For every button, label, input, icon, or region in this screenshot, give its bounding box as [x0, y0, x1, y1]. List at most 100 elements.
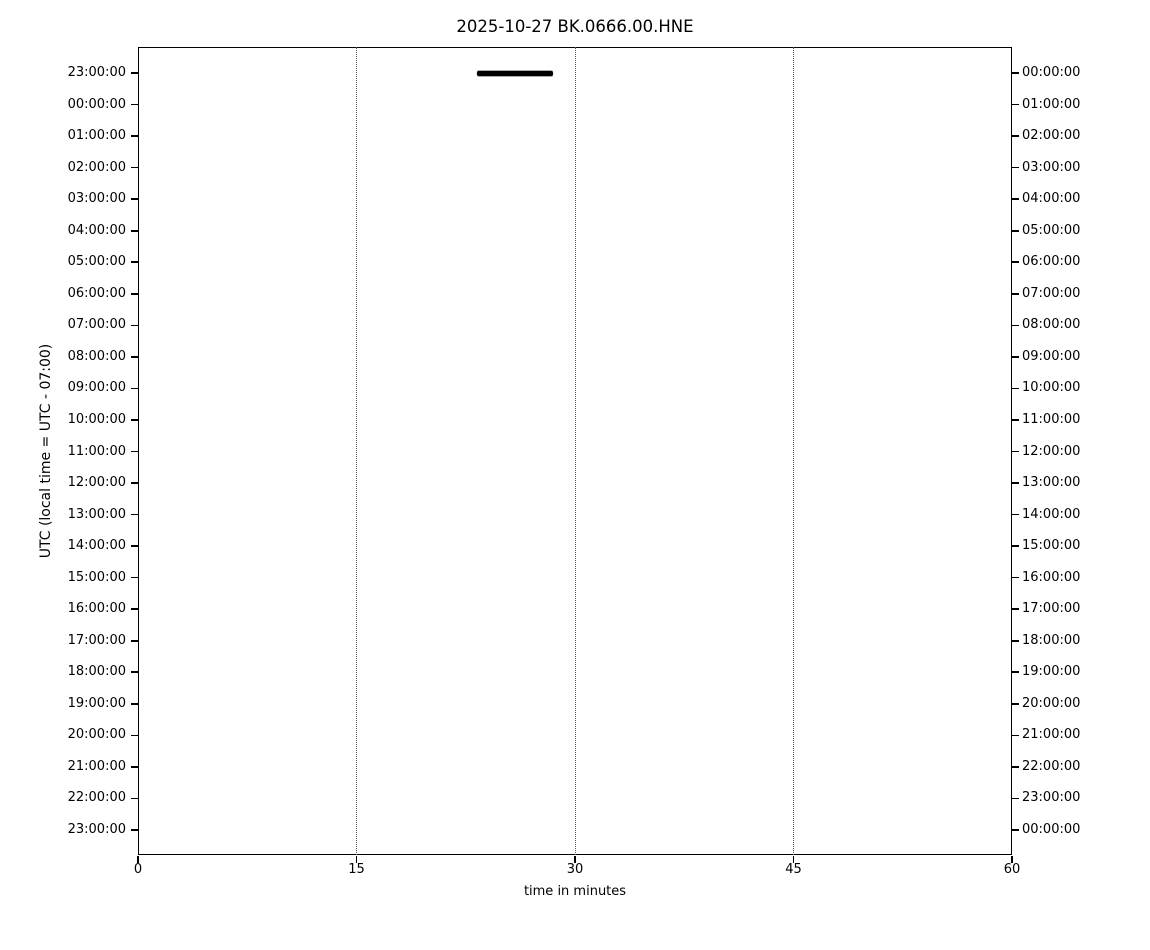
y-tick-left [131, 482, 138, 484]
y-axis-title: UTC (local time = UTC - 07:00) [38, 343, 54, 559]
y-tick-label-left: 05:00:00 [67, 254, 126, 270]
y-tick-right [1012, 72, 1019, 74]
y-tick-label-left: 20:00:00 [67, 727, 126, 743]
x-tick [1011, 856, 1013, 863]
y-tick-label-right: 15:00:00 [1022, 538, 1081, 554]
y-tick-right [1012, 198, 1019, 200]
y-tick-label-left: 01:00:00 [67, 128, 126, 144]
y-tick-left [131, 229, 138, 232]
y-tick-label-right: 05:00:00 [1022, 222, 1081, 238]
x-axis-title: time in minutes [523, 884, 627, 899]
y-tick-label-left: 21:00:00 [67, 758, 126, 774]
vertical-gridline [356, 47, 357, 855]
y-tick-left [131, 513, 138, 516]
y-tick-right [1012, 639, 1019, 642]
y-tick-right [1012, 545, 1019, 547]
y-tick-label-left: 22:00:00 [67, 790, 126, 806]
x-tick [355, 856, 358, 863]
y-tick-right [1012, 324, 1019, 327]
x-tick-label: 0 [133, 862, 143, 877]
y-tick-left [131, 797, 138, 800]
y-tick-right [1012, 166, 1019, 169]
y-tick-right [1012, 608, 1019, 610]
y-tick-right [1012, 387, 1019, 390]
y-tick-right [1012, 513, 1019, 516]
y-tick-right [1012, 766, 1019, 768]
y-tick-left [131, 829, 138, 831]
y-tick-label-right: 17:00:00 [1022, 601, 1081, 617]
y-tick-right [1012, 103, 1019, 106]
y-tick-right [1012, 829, 1019, 831]
y-tick-left [131, 419, 138, 421]
y-tick-right [1012, 576, 1019, 579]
y-tick-label-left: 17:00:00 [67, 632, 126, 648]
y-tick-left [131, 166, 138, 169]
x-tick [137, 856, 139, 863]
y-tick-label-left: 02:00:00 [67, 159, 126, 175]
x-tick-label: 45 [785, 862, 802, 877]
y-tick-left [131, 261, 138, 264]
vertical-gridline [574, 47, 576, 855]
y-tick-left [131, 387, 138, 390]
y-tick-label-left: 12:00:00 [67, 475, 126, 491]
y-tick-label-left: 10:00:00 [67, 411, 126, 427]
y-tick-label-right: 02:00:00 [1022, 128, 1081, 144]
y-tick-label-left: 18:00:00 [67, 664, 126, 680]
y-tick-left [131, 450, 138, 453]
y-tick-label-left: 06:00:00 [67, 285, 126, 301]
y-tick-label-left: 23:00:00 [67, 822, 126, 837]
y-tick-label-right: 12:00:00 [1022, 443, 1081, 459]
y-tick-left [131, 103, 138, 106]
x-tick [792, 856, 795, 863]
y-tick-left [131, 72, 138, 74]
y-tick-label-right: 16:00:00 [1022, 569, 1081, 585]
y-tick-label-left: 09:00:00 [67, 380, 126, 396]
y-tick-label-left: 16:00:00 [67, 601, 126, 617]
y-tick-label-left: 13:00:00 [67, 506, 126, 522]
y-tick-left [131, 703, 138, 705]
y-tick-right [1012, 229, 1019, 232]
y-tick-right [1012, 356, 1019, 358]
seismogram-trace [477, 70, 554, 76]
x-tick-label: 30 [566, 862, 584, 877]
y-tick-label-left: 14:00:00 [67, 538, 126, 554]
y-tick-label-left: 15:00:00 [67, 569, 126, 585]
y-tick-right [1012, 292, 1019, 295]
y-tick-label-right: 07:00:00 [1022, 285, 1081, 301]
y-tick-right [1012, 703, 1019, 705]
y-tick-label-right: 21:00:00 [1022, 727, 1081, 743]
y-tick-left [131, 135, 138, 137]
y-tick-left [131, 734, 138, 737]
y-tick-label-right: 23:00:00 [1022, 790, 1081, 806]
chart-title: 2025-10-27 BK.0666.00.HNE [456, 17, 694, 36]
y-tick-left [131, 545, 138, 547]
y-tick-right [1012, 797, 1019, 800]
y-tick-label-left: 08:00:00 [67, 348, 126, 364]
y-tick-label-left: 23:00:00 [67, 65, 126, 80]
y-tick-label-right: 00:00:00 [1022, 65, 1081, 80]
y-tick-right [1012, 671, 1019, 674]
y-tick-left [131, 292, 138, 295]
y-tick-right [1012, 450, 1019, 453]
x-tick-label: 60 [1003, 862, 1021, 877]
y-tick-label-right: 11:00:00 [1022, 411, 1081, 427]
y-tick-label-left: 11:00:00 [67, 443, 126, 459]
y-tick-right [1012, 135, 1019, 137]
y-tick-label-right: 18:00:00 [1022, 632, 1081, 648]
y-tick-right [1012, 419, 1019, 421]
y-tick-left [131, 324, 138, 327]
y-tick-label-right: 19:00:00 [1022, 664, 1081, 680]
y-tick-left [131, 356, 138, 358]
y-tick-label-left: 04:00:00 [67, 222, 126, 238]
y-tick-right [1012, 734, 1019, 737]
vertical-gridline [793, 47, 794, 855]
y-tick-label-right: 00:00:00 [1022, 822, 1081, 837]
x-tick-label: 15 [348, 862, 365, 877]
y-tick-label-right: 06:00:00 [1022, 254, 1081, 270]
y-tick-left [131, 198, 138, 200]
y-tick-label-right: 01:00:00 [1022, 96, 1081, 112]
y-tick-right [1012, 261, 1019, 264]
y-tick-label-right: 03:00:00 [1022, 159, 1081, 175]
y-tick-label-right: 20:00:00 [1022, 695, 1081, 711]
